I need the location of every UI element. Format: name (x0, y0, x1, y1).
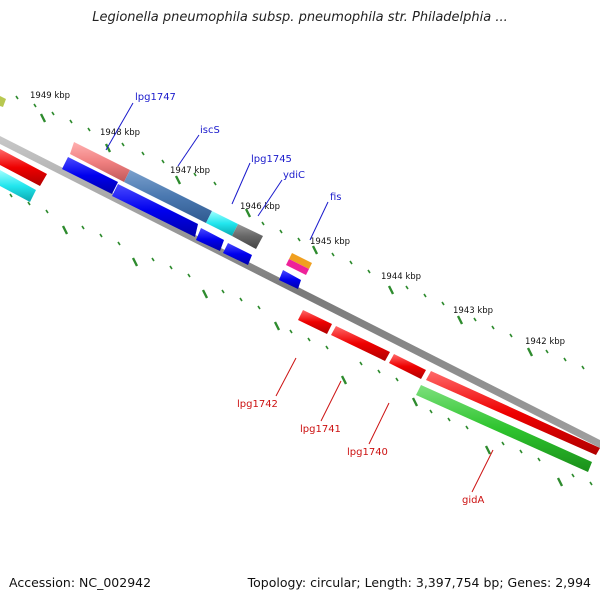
gene-feature (70, 142, 130, 182)
gene-feature (426, 371, 600, 455)
kbp-label: 1948 kbp (100, 128, 140, 138)
gene-feature (331, 326, 390, 361)
gene-feature (286, 259, 309, 275)
gene-label[interactable]: gidA (462, 495, 484, 506)
forward-strand-genes (0, 142, 312, 289)
reverse-gene-labels: lpg1742 lpg1741 lpg1740 gidA (237, 399, 484, 506)
gene-feature (0, 149, 47, 186)
gene-feature (279, 270, 301, 289)
gene-feature (232, 224, 263, 249)
reverse-label-leaders (275, 357, 494, 493)
map-title: Legionella pneumophila subsp. pneumophil… (92, 10, 508, 25)
gene-label[interactable]: lpg1747 (135, 92, 176, 103)
gene-label[interactable]: fis (330, 192, 342, 203)
accession-text: Accession: NC_002942 (9, 575, 152, 590)
gene-feature (62, 157, 118, 194)
gene-label[interactable]: lpg1740 (347, 447, 388, 458)
gene-fragment (0, 96, 6, 107)
gene-feature (124, 170, 212, 223)
kbp-label: 1945 kbp (310, 237, 350, 247)
gene-label[interactable]: lpg1742 (237, 399, 278, 410)
gene-feature (196, 228, 224, 251)
kbp-label: 1949 kbp (30, 91, 70, 101)
gene-feature (298, 310, 332, 334)
gene-feature (0, 170, 36, 202)
topology-text: Topology: circular; Length: 3,397,754 bp… (247, 575, 591, 590)
inner-tick-row (9, 193, 593, 487)
kbp-label: 1946 kbp (240, 202, 280, 212)
gene-feature (289, 253, 312, 269)
forward-gene-labels: lpg1747 iscS lpg1745 ydiC fis (135, 92, 342, 203)
kbp-label: 1942 kbp (525, 337, 565, 347)
gene-feature (416, 385, 592, 472)
reverse-strand-genes (298, 310, 600, 472)
gene-label[interactable]: iscS (200, 125, 220, 136)
kbp-label: 1943 kbp (453, 306, 493, 316)
forward-label-leaders (105, 102, 329, 241)
kbp-label: 1947 kbp (170, 166, 210, 176)
kbp-labels: 1949 kbp 1948 kbp 1947 kbp 1946 kbp 1945… (30, 91, 565, 347)
gene-feature (223, 243, 252, 265)
gene-feature (206, 211, 238, 236)
gene-feature (389, 354, 426, 379)
gene-label[interactable]: lpg1741 (300, 424, 341, 435)
gene-label[interactable]: ydiC (283, 170, 305, 181)
kbp-label: 1944 kbp (381, 272, 421, 282)
gene-label[interactable]: lpg1745 (251, 154, 292, 165)
outer-tick-row (15, 95, 585, 370)
gene-feature (112, 184, 198, 237)
